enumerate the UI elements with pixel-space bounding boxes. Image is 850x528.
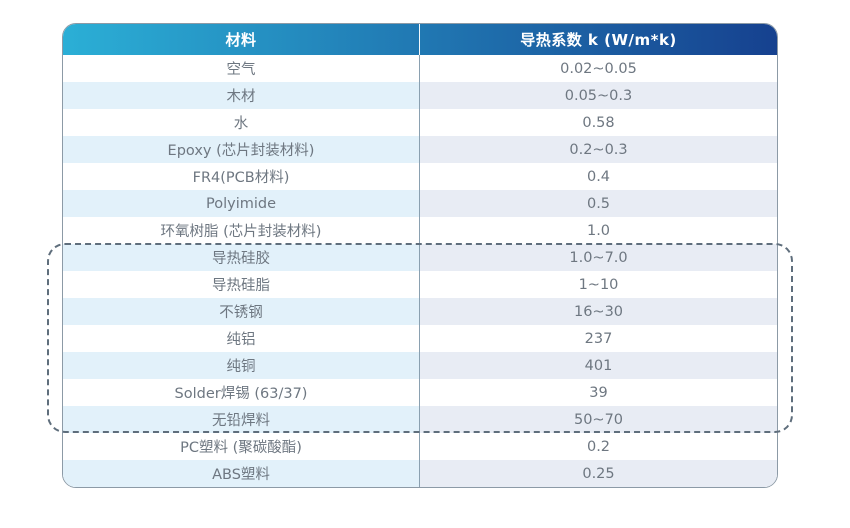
material-cell: FR4(PCB材料) bbox=[63, 163, 420, 190]
table-row-highlighted: 不锈钢 16~30 bbox=[63, 298, 777, 325]
table-row-highlighted: 纯铜 401 bbox=[63, 352, 777, 379]
k-value-cell: 0.05~0.3 bbox=[420, 82, 777, 109]
material-cell: Polyimide bbox=[63, 190, 420, 217]
material-cell: Epoxy (芯片封装材料) bbox=[63, 136, 420, 163]
table-row: Epoxy (芯片封装材料) 0.2~0.3 bbox=[63, 136, 777, 163]
material-cell: 导热硅脂 bbox=[63, 271, 420, 298]
material-cell: 纯铜 bbox=[63, 352, 420, 379]
table-row-highlighted: 导热硅脂 1~10 bbox=[63, 271, 777, 298]
table-row-highlighted: 导热硅胶 1.0~7.0 bbox=[63, 244, 777, 271]
header-material: 材料 bbox=[63, 24, 420, 55]
table-row: FR4(PCB材料) 0.4 bbox=[63, 163, 777, 190]
k-value-cell: 0.4 bbox=[586, 168, 611, 185]
k-value-cell: 401 bbox=[420, 352, 777, 379]
material-cell: Solder焊锡 (63/37) bbox=[63, 379, 420, 406]
table-row: ABS塑料 0.25 bbox=[63, 460, 777, 487]
material-cell: 纯铝 bbox=[63, 325, 420, 352]
material-cell: 环氧树脂 (芯片封装材料) bbox=[63, 217, 420, 244]
k-value-cell: 1.0~7.0 bbox=[420, 244, 777, 271]
material-cell: 木材 bbox=[63, 82, 420, 109]
thermal-conductivity-table: 材料 导热系数 k (W/m*k) 空气 0.02~0.05 木材 0.05~0… bbox=[62, 23, 778, 488]
k-value-cell: 1~10 bbox=[578, 276, 619, 293]
table-row: PC塑料 (聚碳酸酯) 0.2 bbox=[63, 433, 777, 460]
table-header-row: 材料 导热系数 k (W/m*k) bbox=[63, 24, 777, 55]
material-cell: 水 bbox=[63, 109, 420, 136]
material-cell: ABS塑料 bbox=[63, 460, 420, 487]
material-cell: 导热硅胶 bbox=[63, 244, 420, 271]
k-value-cell: 16~30 bbox=[420, 298, 777, 325]
k-value-cell: 1.0 bbox=[586, 222, 611, 239]
table-row-highlighted: 纯铝 237 bbox=[63, 325, 777, 352]
table-row-highlighted: 无铅焊料 50~70 bbox=[63, 406, 777, 433]
material-cell: 无铅焊料 bbox=[63, 406, 420, 433]
k-value-cell: 0.5 bbox=[420, 190, 777, 217]
table-row: 空气 0.02~0.05 bbox=[63, 55, 777, 82]
k-value-cell: 0.2~0.3 bbox=[420, 136, 777, 163]
k-value-cell: 237 bbox=[584, 330, 613, 347]
table-row: 水 0.58 bbox=[63, 109, 777, 136]
k-value-cell: 50~70 bbox=[420, 406, 777, 433]
material-cell: PC塑料 (聚碳酸酯) bbox=[63, 433, 420, 460]
table-row: 木材 0.05~0.3 bbox=[63, 82, 777, 109]
table-row: Polyimide 0.5 bbox=[63, 190, 777, 217]
header-conductivity: 导热系数 k (W/m*k) bbox=[520, 31, 677, 49]
k-value-cell: 0.25 bbox=[420, 460, 777, 487]
material-cell: 不锈钢 bbox=[63, 298, 420, 325]
table-body: 空气 0.02~0.05 木材 0.05~0.3 水 0.58 Epoxy (芯… bbox=[63, 55, 777, 487]
k-value-cell: 39 bbox=[589, 384, 608, 401]
material-cell: 空气 bbox=[63, 55, 420, 82]
k-value-cell: 0.58 bbox=[582, 114, 615, 131]
k-value-cell: 0.2 bbox=[586, 438, 611, 455]
k-value-cell: 0.02~0.05 bbox=[560, 60, 637, 77]
table-row: 环氧树脂 (芯片封装材料) 1.0 bbox=[63, 217, 777, 244]
table-row-highlighted: Solder焊锡 (63/37) 39 bbox=[63, 379, 777, 406]
